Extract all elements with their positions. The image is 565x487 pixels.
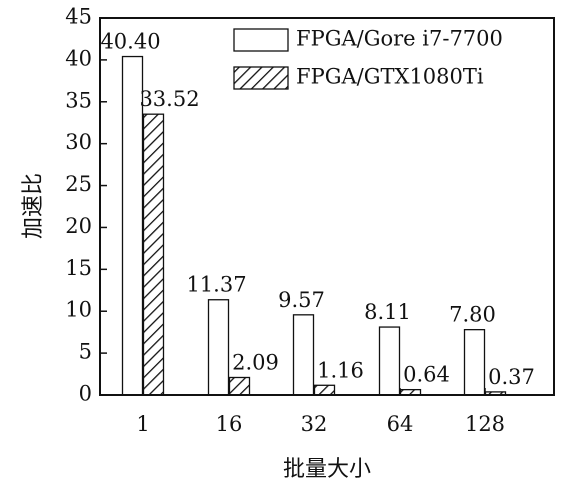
y-tick-label: 10: [65, 298, 92, 322]
x-tick-label: 16: [216, 412, 243, 436]
bar-value-label: 2.09: [232, 350, 279, 374]
y-tick-label: 35: [65, 88, 92, 112]
plot-marks: 40.40 11.37 9.57 8.11 7.80 33.52 2.09 1.16 0.64 0…: [100, 30, 535, 396]
axes: 0 5 10 15 20 25 30 35 40 45 1 16 32 64 128: [65, 5, 505, 437]
legend-swatch-cpu: [233, 28, 289, 52]
y-tick-label: 15: [65, 256, 92, 280]
y-tick-label: 20: [65, 214, 92, 238]
x-tick-label: 128: [465, 412, 505, 436]
bar-cpu-64: [378, 326, 401, 396]
bar-value-label: 33.52: [139, 87, 199, 111]
x-tick-label: 64: [387, 412, 414, 436]
legend-swatch-gpu: [233, 66, 289, 90]
bar-gpu-16: [228, 376, 251, 396]
bar-value-label: 0.64: [403, 363, 450, 387]
bar-gpu-32: [313, 384, 336, 396]
bar-value-label: 40.40: [100, 30, 160, 54]
bar-value-label: 11.37: [186, 273, 246, 297]
legend-label-cpu: FPGA/Gore i7-7700: [296, 27, 503, 51]
x-tick-label: 1: [136, 412, 149, 436]
plot-frame: [99, 17, 555, 396]
bar-cpu-16: [207, 299, 230, 396]
x-tick-label: 32: [301, 412, 328, 436]
y-tick-label: 30: [65, 130, 92, 154]
legend-label-gpu: FPGA/GTX1080Ti: [296, 65, 484, 89]
bar-value-label: 8.11: [364, 300, 411, 324]
bar-cpu-128: [463, 329, 486, 396]
y-tick-label: 5: [79, 340, 92, 364]
y-tick-label: 45: [65, 5, 92, 29]
bar-value-label: 1.16: [317, 358, 364, 382]
bar-cpu-32: [292, 314, 315, 396]
y-tick-label: 40: [65, 46, 92, 70]
legend: FPGA/Gore i7-7700 FPGA/GTX1080Ti: [233, 27, 503, 90]
x-axis-title: 批量大小: [283, 457, 371, 482]
y-tick-label: 25: [65, 172, 92, 196]
bar-gpu-1: [142, 113, 165, 396]
bar-value-label: 7.80: [449, 303, 496, 327]
y-axis-title: 加速比: [21, 173, 46, 239]
bar-value-label: 9.57: [278, 288, 325, 312]
y-tick-label: 0: [79, 382, 92, 406]
bar-value-label: 0.37: [488, 365, 535, 389]
